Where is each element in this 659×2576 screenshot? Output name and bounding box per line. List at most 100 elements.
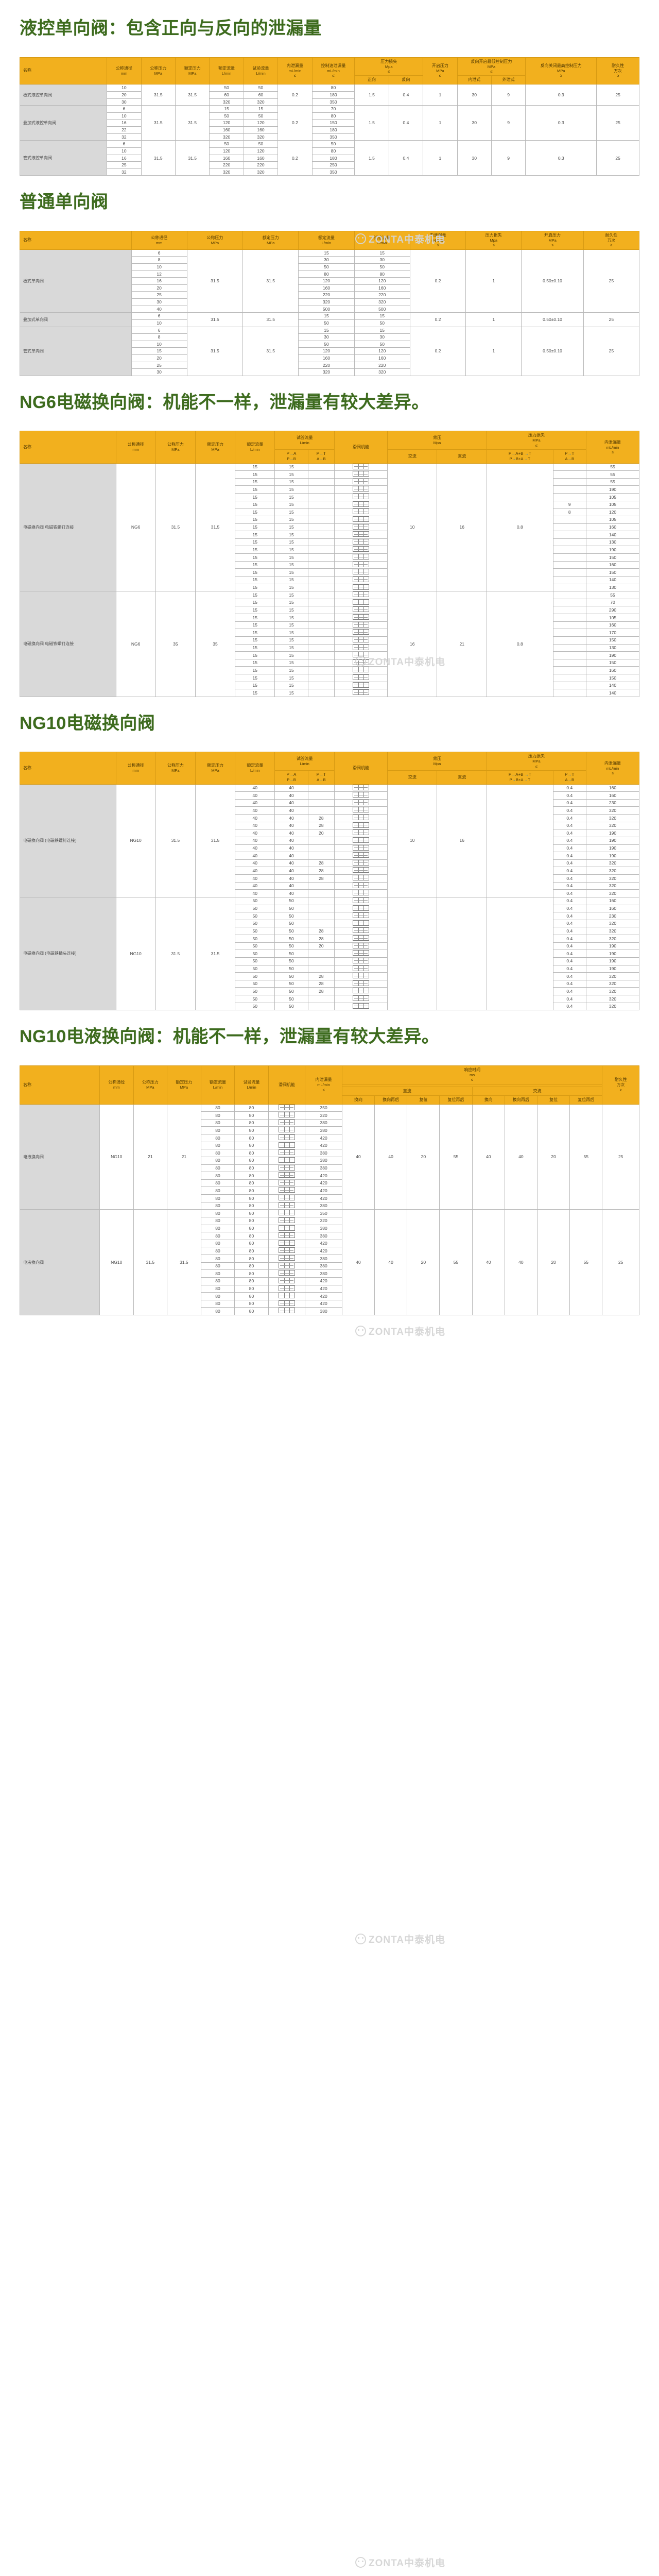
cell-test-flow-pa-pb: 15 [274,575,308,584]
th-control-leak: 控制油泄漏量 mL/min ≤ [311,57,355,85]
table-row: 板式单向阀 6 31.5 31.5 15 15 0.2 1 0.50±0.10 25 [20,249,640,313]
cell-test-flow-pt-ab [307,904,335,913]
cell-test-flow-pa-pb: 40 [274,829,308,837]
cell-bore: 16 [131,277,187,285]
spool-symbol-k [334,844,388,853]
cell-test-flow-pt-ab [307,658,335,667]
th-test-flow-pa-pb: P→A P→B [274,770,308,785]
cell-test-flow-pt-ab [307,591,335,599]
cell-internal-leak: 350 [305,1104,342,1112]
spool-symbol-v [268,1201,306,1210]
row-name: 板式单向阀 [20,249,132,313]
cell-rated-flow: 15 [298,312,355,320]
cell-rated-flow: 15 [235,689,275,697]
th-bore: 公称通径 mm [107,57,142,85]
table-row: 50 50 0.4 320 [20,919,640,928]
cell-test-flow-pa-pb: 15 [274,606,308,614]
cell-bore: 6 [107,140,142,148]
cell-test-flow-pt-ab [307,470,335,479]
cell-rated-flow: 60 [209,91,244,99]
th-name: 名称 [20,431,116,464]
cell-internal-leak: 130 [585,643,640,652]
th-bore: 公称通径 mm [115,752,156,785]
cell-test-flow-pa-pb: 15 [274,591,308,599]
cell-internal-leak: 320 [305,1111,342,1120]
cell-test-flow-pt-ab [307,791,335,800]
cell-bore: 16 [107,154,142,162]
cell-dc-switch: 40 [341,1104,375,1210]
cell-rev-close-max: 0.3 [525,105,597,141]
spool-symbol-y [268,1118,306,1127]
table-row: 80 80 320 [20,1111,639,1120]
cell-rated-pressure: 31.5 [175,140,210,176]
cell-bore: 10 [131,319,187,327]
cell-rev-open-internal: 30 [457,84,492,106]
section-title-block-check-valve: 普通单向阀 [0,176,659,231]
cell-test-flow-pt-ab [307,799,335,807]
cell-internal-leak: 320 [305,1216,342,1225]
cell-test-flow-pa-pb: 40 [274,882,308,890]
cell-test-flow: 160 [243,154,279,162]
cell-control-leak: 250 [311,161,355,169]
cell-rated-flow: 500 [298,305,355,313]
cell-test-flow: 50 [354,263,410,271]
cell-test-flow-pt-ab [307,606,335,614]
cell-back-pressure-dc [437,896,487,1011]
spool-symbol-n [334,568,388,577]
table-row: 80 80 420 [20,1277,639,1285]
cell-durability: 25 [583,249,640,313]
cell-bore: 10 [107,147,142,155]
table-row: 电磁换向阀 (电磁铁螺钉连接) NG10 31.5 31.5 40 40 10 16 0.4 16… [20,784,640,897]
cell-rated-flow: 80 [200,1126,235,1134]
cell-test-flow-pt-ab [307,882,335,890]
cell-nominal-pressure: 31.5 [186,326,244,376]
cell-test-flow: 80 [234,1194,269,1202]
cell-durability: 25 [596,140,639,176]
table-row: 10 50 50 [20,319,639,327]
cell-bore: 10 [131,263,187,271]
table-row: 15 15 70 [20,598,640,607]
cell-internal-leak: 130 [585,583,640,592]
cell-test-flow: 50 [354,340,410,348]
cell-bore: NG10 [115,784,156,897]
th-open-pressure: 开启压力 MPa ≤ [423,57,458,85]
table-row: 25 220 220 [20,361,639,369]
cell-internal-leak: 380 [305,1126,342,1134]
cell-loss-pt-ab [552,681,586,690]
cell-rated-flow: 320 [209,133,244,141]
cell-bore: 16 [107,119,142,127]
spool-symbol-d [334,515,388,524]
cell-loss-pt-ab [552,493,586,501]
cell-test-flow-pa-pb: 40 [274,867,308,875]
cell-internal-leak: 380 [305,1307,342,1315]
cell-loss-pt-ab: 0.4 [552,806,586,815]
cell-test-flow-pt-ab [307,508,335,516]
cell-internal-leak: 380 [305,1118,342,1127]
cell-test-flow-pt-ab: 28 [307,987,335,995]
cell-test-flow-pt-ab [307,995,335,1003]
cell-test-flow: 320 [354,298,410,306]
cell-test-flow: 320 [243,168,279,176]
cell-test-flow: 80 [234,1149,269,1157]
cell-loss-pt-ab: 0.4 [552,972,586,980]
cell-loss-pt-ab [552,629,586,637]
cell-rated-flow: 50 [235,904,275,913]
cell-rated-flow: 80 [200,1292,235,1300]
cell-internal-leak: 420 [305,1187,342,1195]
spool-symbol-y [268,1224,306,1233]
cell-test-flow-pt-ab [307,561,335,569]
cell-rev-open-internal: 30 [457,105,492,141]
spool-symbol-m [334,531,388,539]
spool-symbol-p [334,538,388,547]
watermark-text: ZONTA中泰机电 [369,1935,446,1945]
cell-test-flow-pt-ab [307,896,335,905]
cell-nominal-pressure: 31.5 [155,463,196,592]
spool-symbol-o [334,896,388,905]
cell-ac-reset: 20 [536,1104,570,1210]
cell-test-flow-pa-pb: 15 [274,553,308,562]
th-rated-flow: 额定流量 L/min [235,752,275,785]
cell-test-flow-pt-ab [307,478,335,486]
page-title-ng10-eh: NG10电液换向阀：机能不一样，泄漏量有较大差异。 [20,1027,440,1047]
cell-bore: NG10 [99,1104,134,1210]
row-name: 电液换向阀 [20,1104,100,1210]
